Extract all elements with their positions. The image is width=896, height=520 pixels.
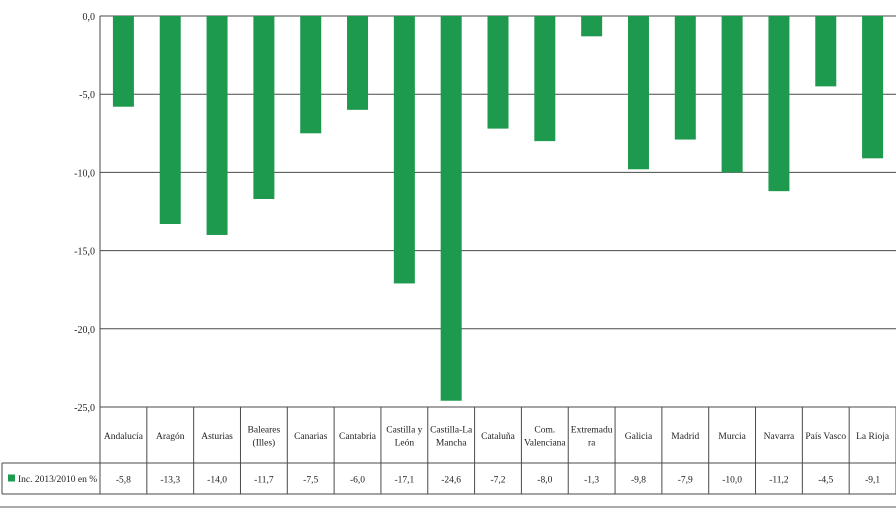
bar — [393, 16, 415, 284]
data-value-label: -14,0 — [207, 476, 227, 486]
category-label: Andalucía — [104, 432, 144, 442]
bar — [815, 16, 837, 87]
y-tick-label: -10,0 — [74, 168, 95, 179]
category-label: Aragón — [156, 432, 185, 442]
data-value-label: -9,1 — [865, 476, 880, 486]
bar — [581, 16, 603, 37]
legend-label: Inc. 2013/2010 en % — [18, 475, 97, 485]
data-value-label: -13,3 — [160, 476, 180, 486]
bar — [768, 16, 790, 192]
bar — [487, 16, 509, 129]
category-label: Murcia — [718, 432, 746, 442]
category-label: Mancha — [436, 439, 467, 449]
category-label: Madrid — [671, 432, 699, 442]
bar — [300, 16, 322, 134]
data-value-label: -1,3 — [584, 476, 599, 486]
bar — [440, 16, 462, 401]
bar — [534, 16, 556, 142]
category-label: León — [395, 439, 415, 449]
data-value-label: -11,7 — [254, 476, 274, 486]
category-label: (Illes) — [253, 438, 276, 449]
data-value-label: -9,8 — [631, 476, 646, 486]
bar — [253, 16, 275, 199]
y-tick-label: 0,0 — [83, 12, 96, 23]
y-tick-label: -5,0 — [79, 90, 95, 101]
category-label: Navarra — [764, 432, 795, 442]
bar — [721, 16, 743, 173]
data-value-label: -8,0 — [537, 476, 552, 486]
data-value-label: -4,5 — [818, 476, 833, 486]
category-label: Cantabria — [339, 432, 377, 442]
y-tick-label: -20,0 — [74, 325, 95, 336]
category-label: Cataluña — [481, 432, 516, 442]
legend-swatch — [8, 474, 15, 482]
data-value-label: -11,2 — [769, 476, 789, 486]
category-label: País Vasco — [805, 432, 846, 442]
category-label: Canarias — [294, 432, 328, 442]
category-label: Castilla y — [386, 426, 422, 436]
data-value-label: -6,0 — [350, 476, 365, 486]
bar — [627, 16, 649, 170]
category-label: Valenciana — [524, 439, 566, 449]
category-label: La Rioja — [856, 432, 890, 442]
category-label: Extremadu — [571, 426, 613, 436]
y-tick-label: -25,0 — [74, 403, 95, 414]
category-label: Galicia — [625, 432, 653, 442]
data-value-label: -5,8 — [116, 476, 131, 486]
y-tick-label: -15,0 — [74, 247, 95, 258]
data-value-label: -7,5 — [303, 476, 318, 486]
data-value-label: -7,9 — [678, 476, 693, 486]
bar — [159, 16, 181, 225]
bar — [112, 16, 134, 107]
category-label: Com. — [534, 426, 555, 436]
data-value-label: -17,1 — [394, 476, 414, 486]
category-label: Baleares — [248, 426, 281, 436]
bar — [674, 16, 696, 140]
data-value-label: -24,6 — [441, 476, 461, 486]
category-label: ra — [588, 439, 596, 449]
data-value-label: -10,0 — [722, 476, 742, 486]
bar — [206, 16, 228, 235]
bar — [347, 16, 369, 110]
category-label: Castilla-La — [430, 426, 473, 436]
bar — [862, 16, 884, 159]
data-value-label: -7,2 — [490, 476, 505, 486]
category-label: Asturias — [201, 432, 233, 442]
